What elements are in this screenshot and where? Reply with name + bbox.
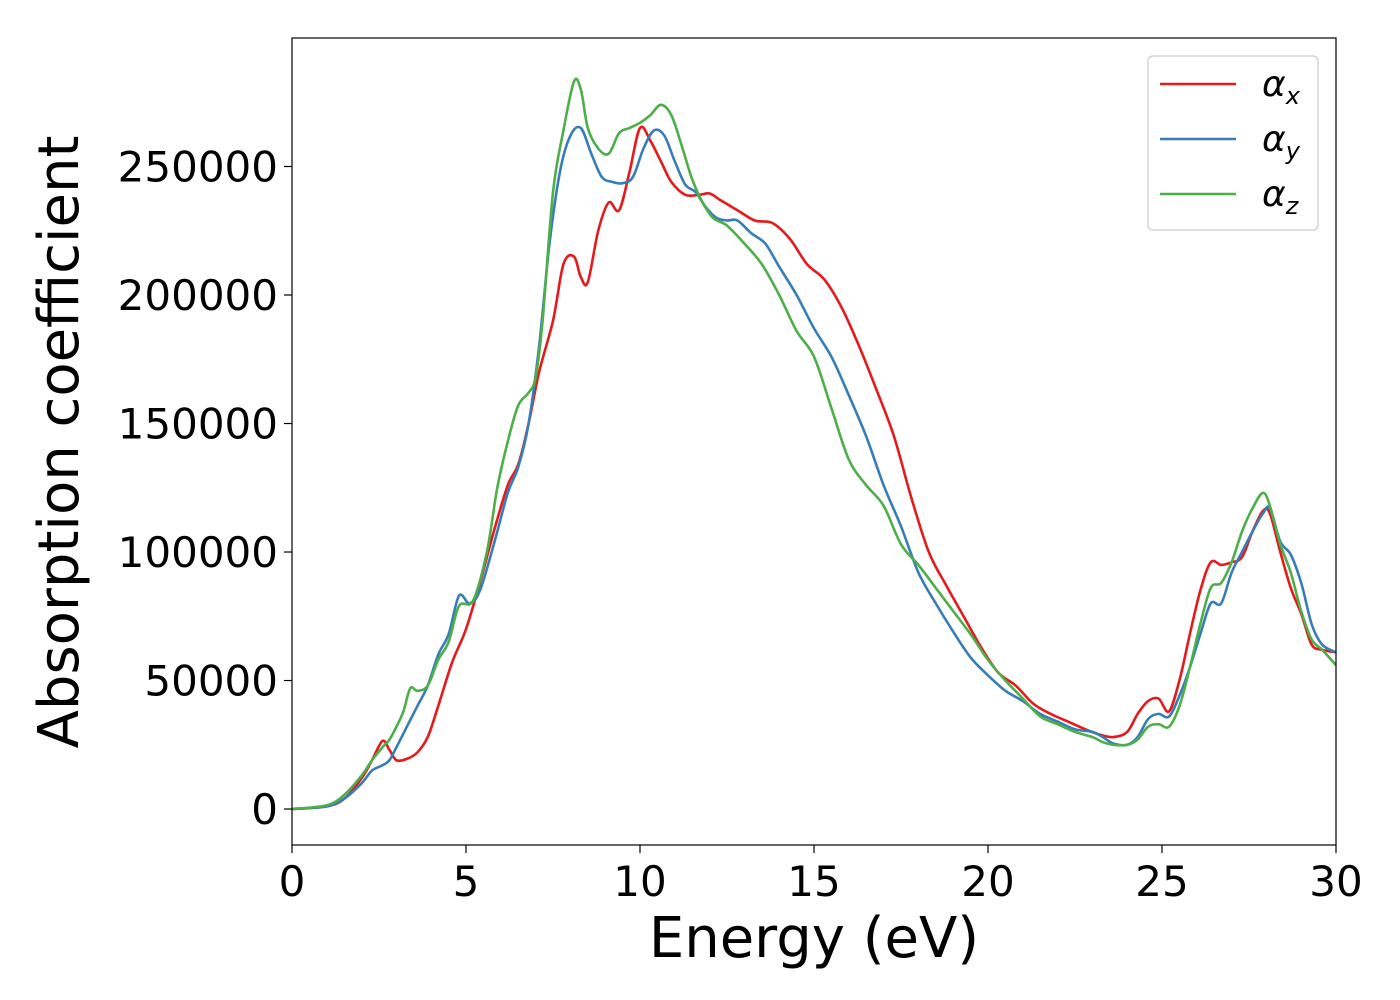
x-tick-label: 0 [279, 857, 306, 906]
legend-label-alpha-y: αy [1262, 119, 1301, 165]
legend-box [1147, 55, 1319, 231]
series-lines [292, 77, 1336, 811]
y-tick-label: 200000 [118, 271, 278, 320]
x-tick-label: 20 [961, 857, 1014, 906]
y-axis: 0 50000 100000 150000 200000 250000 [118, 143, 292, 834]
x-axis-label: Energy (eV) [649, 906, 979, 971]
series-line-alpha-z [292, 77, 1336, 811]
y-tick-label: 250000 [118, 143, 278, 192]
x-tick-label: 10 [613, 857, 666, 906]
y-tick-label: 50000 [144, 657, 278, 706]
y-tick-label: 0 [251, 785, 278, 834]
series-line-alpha-x [292, 125, 1336, 811]
x-axis: 0 5 10 15 20 25 30 [279, 845, 1363, 906]
x-tick-label: 15 [787, 857, 840, 906]
legend-label-alpha-z: αz [1262, 174, 1300, 220]
x-tick-label: 30 [1309, 857, 1362, 906]
y-tick-label: 100000 [118, 528, 278, 577]
y-axis-label: Absorption coefficient [27, 136, 92, 749]
x-tick-label: 5 [453, 857, 480, 906]
legend: αx αy αz [1147, 55, 1319, 231]
y-tick-label: 150000 [118, 400, 278, 449]
x-tick-label: 25 [1135, 857, 1188, 906]
legend-label-alpha-x: αx [1262, 64, 1301, 110]
